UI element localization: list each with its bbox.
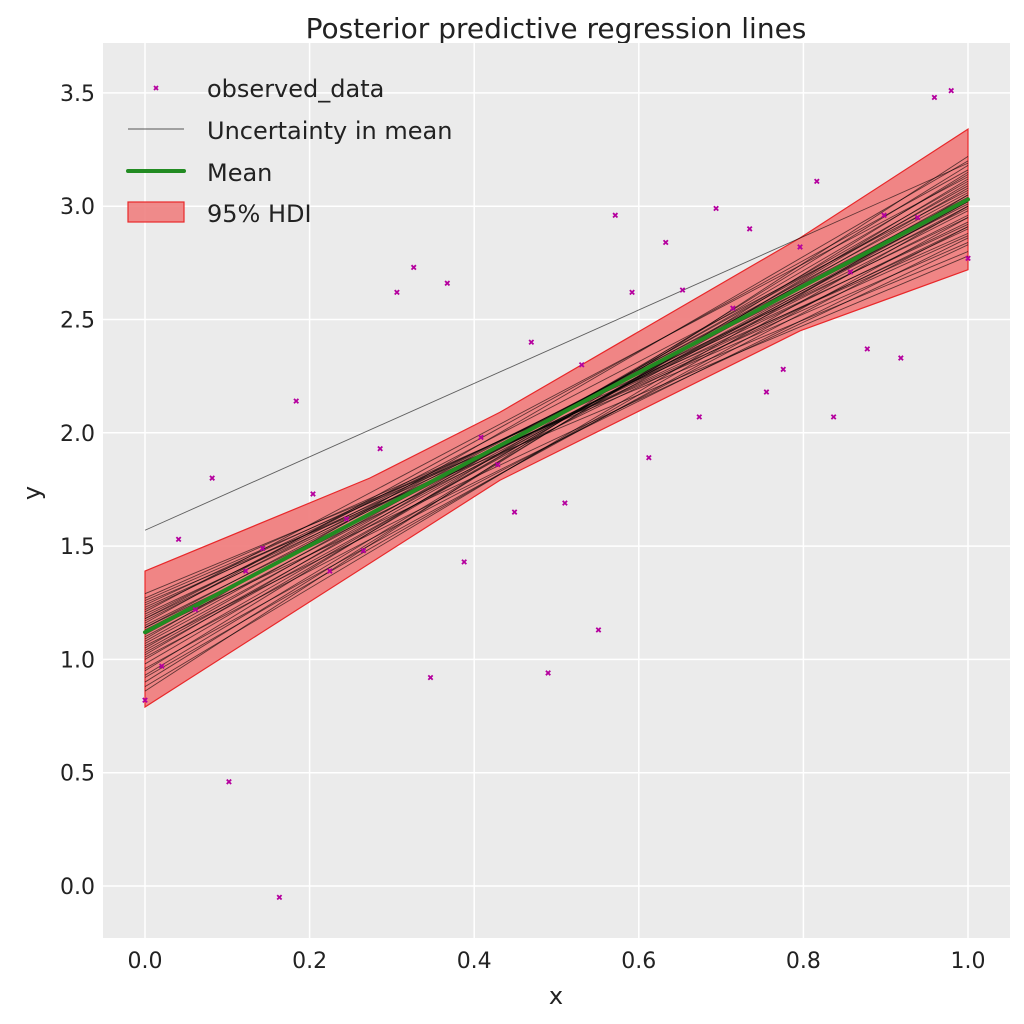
y-axis-label: y <box>18 486 46 500</box>
y-tick-label: 1.5 <box>60 535 95 560</box>
observed-point <box>326 568 333 574</box>
observed-point <box>780 366 787 373</box>
observed-point <box>662 239 669 246</box>
plot-area <box>103 43 1010 938</box>
uncertainty-line <box>144 217 969 669</box>
observed-point <box>209 475 215 481</box>
uncertainty-line <box>144 217 969 610</box>
observed-point <box>578 361 585 368</box>
uncertainty-line <box>144 244 969 633</box>
chart-title: Posterior predictive regression lines <box>306 12 807 45</box>
observed-point <box>948 87 955 94</box>
uncertainty-line <box>144 189 969 620</box>
y-tick-label: 2.0 <box>60 422 95 447</box>
x-tick-label: 0.0 <box>128 949 163 974</box>
observed-point <box>444 280 451 287</box>
x-tick-label: 0.8 <box>786 949 821 974</box>
observed-point <box>343 516 350 522</box>
observed-point <box>293 398 300 404</box>
observed-point <box>158 663 165 670</box>
observed-point <box>713 205 719 212</box>
observed-point <box>612 212 619 219</box>
y-tick-label: 3.0 <box>60 195 95 220</box>
observed-point <box>730 305 736 312</box>
x-tick-label: 0.2 <box>292 949 327 974</box>
observed-point <box>746 226 753 232</box>
legend-label-observed: observed_data <box>207 75 384 103</box>
observed-point <box>410 264 417 271</box>
observed-point <box>310 491 316 497</box>
observed-point <box>797 244 803 250</box>
x-tick-label: 0.4 <box>457 949 492 974</box>
observed-point <box>394 289 400 296</box>
observed-point <box>377 445 383 452</box>
legend: observed_data Uncertainty in mean Mean 9… <box>126 75 452 228</box>
observed-point <box>562 500 568 506</box>
observed-point <box>898 355 904 361</box>
observed-point <box>276 894 283 901</box>
x-axis-label: x <box>549 982 563 1010</box>
observed-point <box>545 670 551 676</box>
observed-point <box>881 212 887 219</box>
observed-point <box>864 346 871 352</box>
uncertainty-line <box>144 205 969 678</box>
legend-patch-hdi <box>127 201 185 223</box>
observed-point <box>360 547 367 554</box>
legend-marker-observed <box>153 85 159 91</box>
observed-point <box>914 214 921 221</box>
observed-point <box>646 454 652 461</box>
uncertainty-line <box>144 176 969 613</box>
y-tick-label: 2.5 <box>60 309 95 334</box>
observed-point <box>595 627 602 633</box>
mean-line <box>143 197 970 635</box>
observed-point <box>763 389 770 395</box>
observed-point <box>813 178 820 185</box>
x-tick-label: 1.0 <box>951 949 986 974</box>
observed-point <box>175 536 182 543</box>
legend-label-uncertainty: Uncertainty in mean <box>207 117 452 145</box>
uncertainty-line <box>144 242 969 601</box>
observed-point <box>528 339 535 345</box>
observed-point <box>679 287 686 293</box>
observed-point <box>511 509 518 515</box>
legend-label-hdi: 95% HDI <box>207 200 312 228</box>
uncertainty-line <box>144 162 969 531</box>
legend-label-mean: Mean <box>207 159 272 187</box>
observed-point <box>965 255 971 262</box>
observed-point <box>629 289 635 296</box>
y-tick-label: 3.5 <box>60 82 95 107</box>
y-tick-label: 0.5 <box>60 762 95 787</box>
observed-point <box>847 269 854 275</box>
observed-point <box>461 559 467 565</box>
x-tick-label: 0.6 <box>621 949 656 974</box>
observed-point <box>427 674 434 681</box>
observed-point <box>494 461 501 468</box>
y-tick-label: 1.0 <box>60 648 95 673</box>
observed-point <box>226 778 232 785</box>
observed-point <box>242 568 249 574</box>
observed-point <box>142 697 148 704</box>
observed-point <box>830 414 837 420</box>
uncertainty-line <box>144 255 969 604</box>
observed-point <box>259 545 266 552</box>
observed-point <box>192 606 199 613</box>
uncertainty-line <box>144 251 969 595</box>
observed-point <box>696 414 703 420</box>
observed-point <box>931 94 938 101</box>
observed-point <box>478 434 484 441</box>
y-tick-label: 0.0 <box>60 875 95 900</box>
